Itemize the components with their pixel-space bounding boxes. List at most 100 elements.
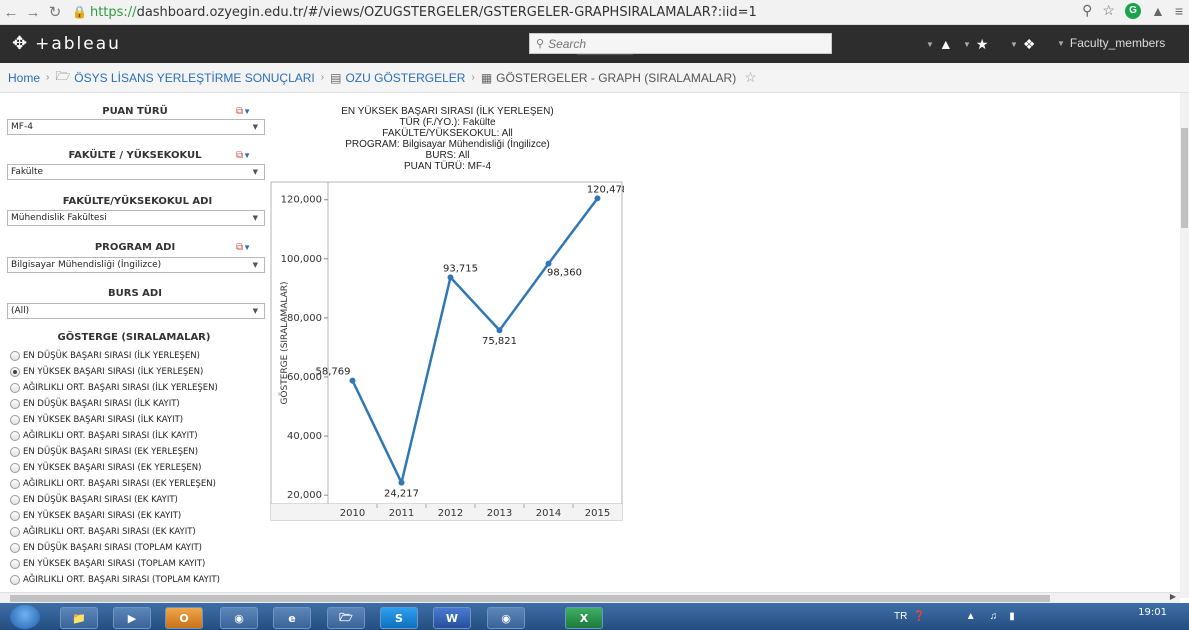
puan-turu-select[interactable]: MF-4 ▼ (7, 119, 265, 135)
gosterge-radio-option[interactable]: AĞIRLIKLI ORT. BAŞARI SIRASI (TOPLAM KAY… (10, 572, 220, 588)
chart-title-line: PROGRAM: Bilgisayar Mühendisliği (İngili… (345, 139, 550, 150)
radio-button[interactable] (10, 527, 20, 537)
fakulte-yuksekokul-value: Fakülte (11, 167, 44, 177)
scrollbar-thumb[interactable] (1181, 128, 1188, 228)
horizontal-scrollbar[interactable]: ▶ (0, 592, 1180, 603)
gosterge-radio-option[interactable]: EN YÜKSEK BAŞARI SIRASI (İLK KAYIT) (10, 412, 220, 428)
y-axis-title: GÖSTERGE (SIRALAMALAR) (279, 281, 290, 404)
network-icon[interactable]: ▮ (1009, 611, 1015, 622)
user-name: Faculty_members (1069, 36, 1166, 50)
chrome-icon[interactable]: ◉ (220, 607, 258, 629)
radio-button[interactable] (10, 415, 20, 425)
media-player-icon[interactable]: ▶ (113, 607, 151, 629)
radio-button[interactable] (10, 479, 20, 489)
gosterge-radio-option[interactable]: EN YÜKSEK BAŞARI SIRASI (EK YERLEŞEN) (10, 460, 220, 476)
filter-clear-icon[interactable]: ⧉▼ (236, 242, 252, 253)
radio-button[interactable] (10, 431, 20, 441)
radio-button[interactable] (10, 463, 20, 473)
filter-title-burs-adi: BURS ADI (108, 288, 162, 299)
filter-title-program-adi: PROGRAM ADI (94, 242, 176, 253)
search-box[interactable]: ⚲ (529, 33, 832, 54)
drive-icon[interactable]: ▲ (1150, 2, 1165, 19)
gosterge-radio-option[interactable]: EN YÜKSEK BAŞARI SIRASI (TOPLAM KAYIT) (10, 556, 220, 572)
skype-icon[interactable]: S (380, 607, 418, 629)
gosterge-radio-option[interactable]: AĞIRLIKLI ORT. BAŞARI SIRASI (EK YERLEŞE… (10, 476, 220, 492)
gosterge-radio-option[interactable]: EN DÜŞÜK BAŞARI SIRASI (İLK KAYIT) (10, 396, 220, 412)
gosterge-radio-option[interactable]: EN DÜŞÜK BAŞARI SIRASI (TOPLAM KAYIT) (10, 540, 220, 556)
gosterge-radio-option[interactable]: EN DÜŞÜK BAŞARI SIRASI (EK YERLEŞEN) (10, 444, 220, 460)
breadcrumb: Home › 🗁 ÖSYS LİSANS YERLEŞTİRME SONUÇLA… (0, 63, 1189, 93)
help-menu[interactable]: ▼ ❖ (1010, 36, 1035, 53)
language-indicator[interactable]: TR (894, 611, 908, 622)
filter-clear-icon[interactable]: ⧉▼ (236, 150, 252, 161)
radio-button[interactable] (10, 575, 20, 585)
tableau-logo[interactable]: ✥ +ableau (12, 33, 121, 54)
line-chart: 20,000 40,000 60,000 80,000 100,000 120,000 GÖ… (270, 181, 624, 521)
reload-icon[interactable]: ↻ (48, 4, 62, 21)
chevron-down-icon: ▼ (1057, 38, 1065, 48)
program-adi-select[interactable]: Bilgisayar Mühendisliği (İngilizce) ▼ (7, 257, 265, 273)
vertical-scrollbar[interactable] (1180, 93, 1189, 598)
radio-button[interactable] (10, 543, 20, 553)
back-arrow-icon[interactable]: ← (3, 3, 19, 21)
bookmark-star-icon[interactable]: ☆ (1102, 2, 1115, 18)
gosterge-radio-option[interactable]: AĞIRLIKLI ORT. BAŞARI SIRASI (İLK YERLEŞ… (10, 380, 220, 396)
fakulte-adi-select[interactable]: Mühendislik Fakültesi ▼ (7, 210, 265, 226)
volume-icon[interactable]: ♫ (989, 611, 998, 622)
breadcrumb-home[interactable]: Home (8, 70, 41, 85)
gosterge-radio-option[interactable]: EN YÜKSEK BAŞARI SIRASI (EK KAYIT) (10, 508, 220, 524)
start-button[interactable] (10, 605, 40, 629)
radio-option-label: EN DÜŞÜK BAŞARI SIRASI (EK KAYIT) (23, 495, 178, 505)
radio-button[interactable] (10, 367, 20, 377)
extension-icon[interactable]: G (1124, 2, 1141, 19)
forward-arrow-icon[interactable]: → (25, 3, 41, 21)
explorer-icon[interactable]: 📁 (60, 607, 98, 629)
scrollbar-thumb[interactable] (10, 595, 1050, 602)
radio-button[interactable] (10, 399, 20, 409)
dropdown-arrow-icon: ▼ (252, 123, 258, 131)
key-icon[interactable]: ⚲ (1082, 2, 1093, 18)
data-point (545, 260, 552, 267)
show-hidden-icons-icon[interactable]: ▲ (965, 611, 976, 622)
gosterge-radio-option[interactable]: EN DÜŞÜK BAŞARI SIRASI (EK KAYIT) (10, 492, 220, 508)
help-tray-icon[interactable]: ❓ (913, 611, 926, 622)
radio-button[interactable] (10, 383, 20, 393)
favorite-star-icon[interactable]: ☆ (744, 69, 757, 85)
folder-app-icon[interactable]: 🗁 (327, 607, 365, 629)
gosterge-radio-option[interactable]: AĞIRLIKLI ORT. BAŞARI SIRASI (İLK KAYIT) (10, 428, 220, 444)
gosterge-radio-option[interactable]: EN DÜŞÜK BAŞARI SIRASI (İLK YERLEŞEN) (10, 348, 220, 364)
info-icon: ❖ (1022, 36, 1036, 52)
radio-button[interactable] (10, 559, 20, 569)
radio-option-label: AĞIRLIKLI ORT. BAŞARI SIRASI (EK KAYIT) (23, 527, 196, 537)
scroll-right-arrow-icon[interactable]: ▶ (1169, 592, 1176, 601)
radio-button[interactable] (10, 511, 20, 521)
alerts-menu[interactable]: ▼ ▲ (926, 36, 953, 52)
user-menu[interactable]: ▼ Faculty_members (1057, 36, 1165, 50)
view-chart-icon: ▦ (480, 70, 493, 85)
radio-option-label: AĞIRLIKLI ORT. BAŞARI SIRASI (TOPLAM KAY… (23, 575, 220, 585)
gosterge-radio-option[interactable]: EN YÜKSEK BAŞARI SIRASI (İLK YERLEŞEN) (10, 364, 220, 380)
office-app-icon[interactable]: O (165, 607, 203, 629)
address-bar[interactable]: 🔒 https:// dashboard.ozyegin.edu.tr/#/vi… (72, 5, 757, 20)
fakulte-yuksekokul-select[interactable]: Fakülte ▼ (7, 164, 265, 180)
x-tick-label: 2013 (487, 508, 512, 519)
radio-button[interactable] (10, 495, 20, 505)
excel-icon[interactable]: X (565, 607, 603, 629)
gosterge-radio-option[interactable]: AĞIRLIKLI ORT. BAŞARI SIRASI (EK KAYIT) (10, 524, 220, 540)
internet-explorer-icon[interactable]: e (273, 607, 311, 629)
filter-clear-icon[interactable]: ⧉▼ (236, 106, 252, 117)
radio-button[interactable] (10, 351, 20, 361)
chrome-window-icon[interactable]: ◉ (487, 607, 525, 629)
burs-adi-select[interactable]: (All) ▼ (7, 303, 265, 319)
breadcrumb-workbook[interactable]: OZU GÖSTERGELER (345, 70, 466, 85)
chart-title-line: FAKÜLTE/YÜKSEKOKUL: All (382, 128, 513, 139)
chevron-down-icon: ▼ (1010, 40, 1018, 49)
word-icon[interactable]: W (433, 607, 471, 629)
menu-icon[interactable]: ≡ (1174, 2, 1183, 19)
data-point (447, 274, 454, 281)
search-input[interactable] (548, 36, 809, 51)
breadcrumb-project[interactable]: ÖSYS LİSANS YERLEŞTİRME SONUÇLARI (74, 70, 315, 85)
radio-button[interactable] (10, 447, 20, 457)
chart-title-line: TÜR (F./YO.): Fakülte (399, 117, 496, 128)
favorites-menu[interactable]: ▼ ★ (963, 36, 988, 53)
